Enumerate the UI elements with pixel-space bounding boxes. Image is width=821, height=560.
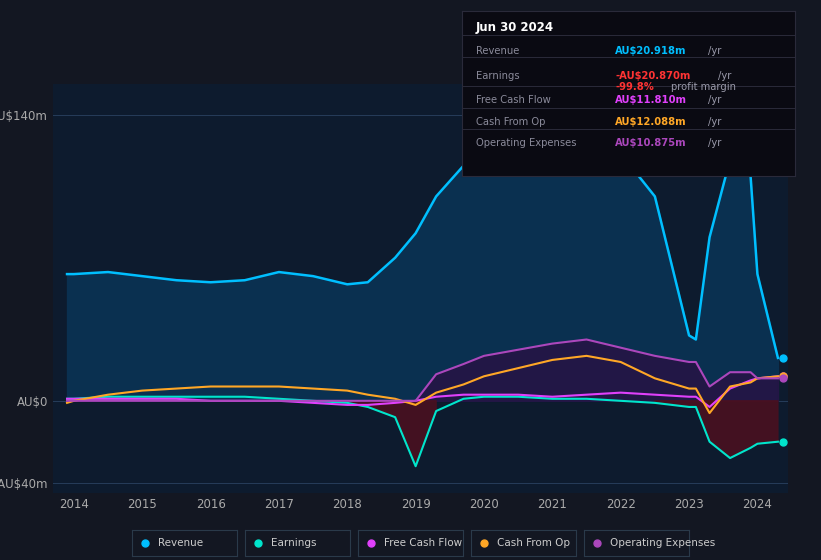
Text: /yr: /yr bbox=[709, 117, 722, 127]
Text: Revenue: Revenue bbox=[158, 538, 204, 548]
Text: Operating Expenses: Operating Expenses bbox=[610, 538, 715, 548]
Text: -99.8%: -99.8% bbox=[615, 82, 654, 92]
Text: /yr: /yr bbox=[718, 71, 731, 81]
Text: Free Cash Flow: Free Cash Flow bbox=[475, 95, 550, 105]
Text: AU$10.875m: AU$10.875m bbox=[615, 138, 687, 148]
Text: Operating Expenses: Operating Expenses bbox=[475, 138, 576, 148]
Text: Earnings: Earnings bbox=[475, 71, 519, 81]
Text: /yr: /yr bbox=[709, 138, 722, 148]
Text: AU$11.810m: AU$11.810m bbox=[615, 95, 687, 105]
Text: Earnings: Earnings bbox=[271, 538, 317, 548]
Text: /yr: /yr bbox=[709, 95, 722, 105]
Text: Cash From Op: Cash From Op bbox=[498, 538, 571, 548]
Text: AU$12.088m: AU$12.088m bbox=[615, 117, 687, 127]
Text: Cash From Op: Cash From Op bbox=[475, 117, 545, 127]
Text: /yr: /yr bbox=[709, 46, 722, 56]
Text: AU$20.918m: AU$20.918m bbox=[615, 46, 686, 56]
Text: Free Cash Flow: Free Cash Flow bbox=[384, 538, 462, 548]
Text: -AU$20.870m: -AU$20.870m bbox=[615, 71, 690, 81]
Text: profit margin: profit margin bbox=[671, 82, 736, 92]
Text: Jun 30 2024: Jun 30 2024 bbox=[475, 21, 553, 34]
Text: Revenue: Revenue bbox=[475, 46, 519, 56]
